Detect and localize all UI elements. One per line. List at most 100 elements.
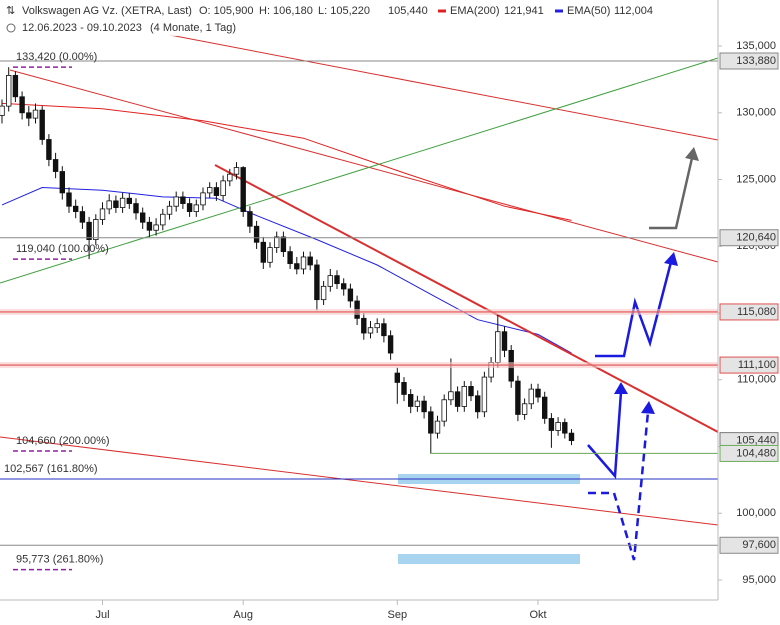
level-label: 115,080 bbox=[737, 306, 776, 318]
candle-body bbox=[186, 203, 193, 212]
level-box bbox=[719, 229, 779, 247]
arrow bbox=[588, 411, 650, 561]
candle-body bbox=[233, 167, 240, 175]
trend-line bbox=[0, 57, 719, 284]
candle-body bbox=[260, 241, 266, 263]
candle-body bbox=[227, 173, 233, 182]
candle-body bbox=[19, 96, 25, 114]
trend-line bbox=[9, 69, 719, 263]
y-tick-label: 125,000 bbox=[736, 173, 776, 185]
candle-body bbox=[79, 211, 86, 223]
candle-body bbox=[146, 221, 153, 231]
candle-body bbox=[320, 285, 327, 301]
candle-body bbox=[253, 225, 260, 243]
x-tick-label: Aug bbox=[233, 609, 253, 621]
candle-body bbox=[6, 75, 12, 107]
candle-body bbox=[394, 372, 400, 383]
y-tick-label: 110,000 bbox=[737, 374, 776, 386]
candle-body bbox=[468, 386, 474, 397]
fib-label: 95,773 (261.80%) bbox=[16, 554, 103, 566]
candle-body bbox=[66, 192, 72, 207]
candle-body bbox=[0, 105, 5, 116]
candle-body bbox=[113, 200, 119, 208]
candle-body bbox=[381, 323, 387, 337]
arrowhead bbox=[614, 382, 628, 394]
candle-body bbox=[213, 187, 220, 196]
x-tick-label: Okt bbox=[529, 609, 546, 621]
candle-body bbox=[501, 331, 508, 351]
legend-label: EMA(50) bbox=[567, 5, 610, 17]
candle-body bbox=[414, 400, 421, 407]
quote-open: O: 105,900 bbox=[199, 5, 253, 17]
level-box bbox=[719, 356, 779, 374]
candle-body bbox=[461, 386, 467, 407]
candle-body bbox=[568, 432, 575, 442]
candle-body bbox=[481, 376, 488, 413]
level-label: 97,600 bbox=[742, 539, 776, 551]
candle-body bbox=[32, 109, 39, 119]
header-bg bbox=[0, 0, 660, 36]
candle-body bbox=[300, 256, 307, 270]
candle-body bbox=[428, 411, 434, 434]
y-tick-label: 130,000 bbox=[736, 107, 776, 119]
candle-body bbox=[454, 391, 461, 407]
level-label: 120,640 bbox=[736, 232, 776, 244]
candle-body bbox=[535, 388, 541, 398]
candle-body bbox=[119, 197, 126, 208]
level-label: 105,440 bbox=[736, 435, 776, 447]
level-box bbox=[719, 52, 779, 70]
fib-label: 102,567 (161.80%) bbox=[4, 463, 98, 475]
arrowhead bbox=[664, 252, 678, 266]
candle-body bbox=[441, 399, 447, 422]
candle-body bbox=[200, 192, 206, 206]
candle-body bbox=[153, 224, 159, 231]
candle-body bbox=[495, 331, 501, 363]
ema-line bbox=[1, 102, 572, 221]
candle-body bbox=[327, 275, 333, 287]
candle-body bbox=[160, 213, 166, 226]
candle-body bbox=[314, 264, 320, 301]
candle-body bbox=[193, 204, 199, 212]
candle-body bbox=[407, 394, 414, 407]
candle-body bbox=[334, 275, 340, 285]
candle-body bbox=[280, 236, 287, 253]
candle-body bbox=[12, 75, 19, 98]
candle-body bbox=[139, 212, 146, 223]
quote-last: 105,440 bbox=[388, 5, 428, 17]
candle-body bbox=[361, 317, 367, 334]
candle-body bbox=[548, 418, 555, 431]
y-tick-label: 100,000 bbox=[736, 507, 776, 519]
period-note: (4 Monate, 1 Tag) bbox=[150, 22, 236, 34]
target-zone bbox=[398, 554, 580, 564]
level-label: 104,480 bbox=[736, 447, 776, 459]
scenario-arrows bbox=[587, 147, 699, 561]
candle-body bbox=[26, 112, 32, 119]
y-tick-label: 135,000 bbox=[736, 40, 776, 52]
candle-body bbox=[273, 236, 280, 249]
candle-body bbox=[240, 167, 246, 212]
level-box bbox=[719, 536, 779, 554]
candle-body bbox=[555, 422, 561, 431]
candle-body bbox=[307, 256, 313, 266]
trend-line bbox=[169, 34, 719, 141]
fib-label: 104,660 (200.00%) bbox=[16, 435, 110, 447]
candle-body bbox=[59, 171, 65, 194]
level-box bbox=[719, 303, 779, 321]
clock-icon bbox=[6, 23, 16, 33]
candle-body bbox=[93, 219, 99, 240]
candle-body bbox=[39, 109, 45, 140]
trend-line bbox=[214, 164, 719, 433]
candle-body bbox=[294, 263, 300, 270]
arrow bbox=[649, 157, 694, 230]
header: ⇅ Volkswagen AG Vz. (XETRA, Last) O: 105… bbox=[0, 0, 660, 36]
level-label: 111,100 bbox=[738, 359, 776, 371]
level-label: 133,880 bbox=[736, 55, 776, 67]
candle-body bbox=[562, 422, 568, 434]
candle-body bbox=[220, 180, 226, 196]
candle-body bbox=[340, 283, 347, 290]
candle-body bbox=[99, 208, 106, 220]
legend-value: 121,941 bbox=[504, 5, 544, 17]
candle-body bbox=[52, 159, 59, 172]
candle-body bbox=[247, 211, 253, 227]
